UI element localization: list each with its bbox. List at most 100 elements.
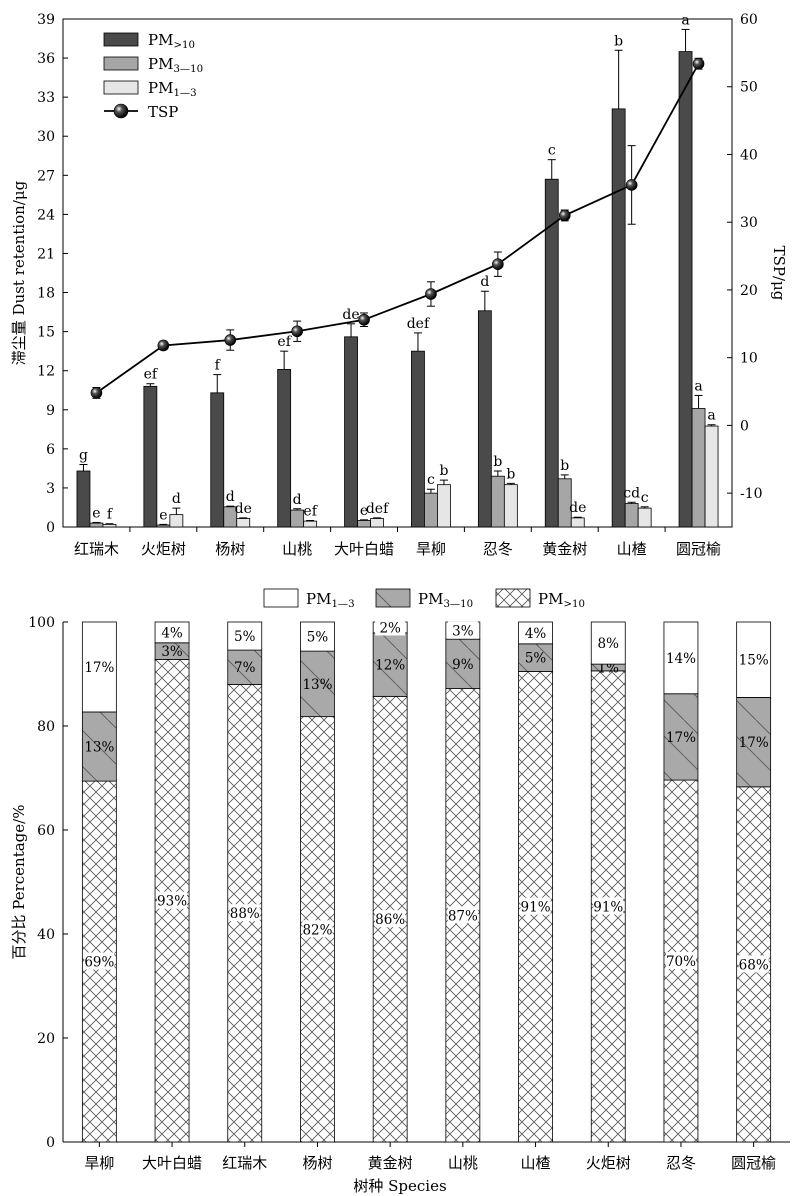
legend-label: TSP [148,103,178,121]
tsp-point [558,209,571,222]
significance-letter: b [560,458,569,474]
significance-letter: c [641,490,649,506]
significance-letter: cd [623,485,640,501]
y-tick-label: 0 [46,520,55,536]
percent-label: 3% [452,624,474,640]
label-bg [520,623,551,641]
significance-letter: ef [303,503,318,519]
tsp-point [358,313,370,326]
bar-0 [611,108,626,528]
y2-tick-label: 50 [740,80,758,96]
y2-tick-label: 30 [740,215,758,231]
y-tick-label: 100 [28,615,55,631]
percent-label: 3% [161,644,183,660]
percent-label: 68% [739,957,769,973]
y-tick-label: 18 [37,286,55,302]
bar-1 [89,522,104,528]
percent-label: 15% [739,653,769,669]
legend-swatch [375,588,411,608]
significance-letter: e [92,505,100,521]
x-tick-label: 火炬树 [141,540,186,558]
label-bg [302,920,333,938]
percent-label: 86% [375,912,405,928]
bar-1 [424,492,438,528]
percent-label: 13% [302,677,332,693]
bar-1 [490,475,505,528]
percent-label: 82% [302,922,332,938]
label-bg [447,906,478,924]
label-bg [84,657,115,675]
percent-label: 93% [157,894,187,910]
x-tick-label: 黄金树 [368,1154,413,1172]
label-bg [520,897,551,915]
significance-letter: e [360,503,368,519]
bar-2 [637,507,652,528]
significance-letter: b [439,463,448,479]
y-tick-label: 0 [46,1135,55,1151]
y2-tick-label: 0 [740,418,749,434]
significance-letter: de [235,501,252,517]
significance-letter: g [79,447,88,463]
significance-letter: c [548,143,556,159]
y-tick-label: 60 [37,823,55,839]
percent-label: 13% [84,740,114,756]
percent-label: 69% [84,955,114,971]
percent-label: 9% [452,657,474,673]
bar-0 [544,178,559,528]
bar-0 [678,51,693,528]
bar-2 [503,484,518,528]
percent-label: 7% [234,660,256,676]
percent-label: 91% [593,899,623,915]
legend-label: PM3—10 [148,55,203,75]
percent-label: 8% [598,636,620,652]
bar-0 [277,368,292,528]
significance-letter: b [506,466,515,482]
bar-1 [357,520,371,528]
x-tick-label: 火炬树 [586,1154,631,1172]
significance-letter: d [226,489,235,505]
tsp-point [625,179,638,191]
tsp-line [95,63,700,394]
x-tick-label: 旱柳 [84,1154,114,1172]
percent-label: 14% [666,651,696,667]
significance-letter: c [427,472,435,488]
label-bg [665,648,696,666]
y-tick-label: 3 [46,481,55,497]
percent-label: 5% [525,651,547,667]
bar-2 [570,517,585,528]
percent-label: 2% [379,620,401,636]
bar-0 [76,470,91,528]
percent-label: 12% [375,658,405,674]
percent-label: 5% [234,629,256,645]
significance-letter: def [407,316,431,332]
legend-label: PM3—10 [418,590,473,610]
x-axis-label: 树种 Species [353,1177,446,1195]
y2-tick-label: 20 [740,283,758,299]
bar-0 [344,336,358,528]
x-tick-label: 大叶白蜡 [142,1154,202,1172]
y-tick-label: 12 [37,364,55,380]
bar-1 [691,408,706,528]
bar-2 [370,518,384,528]
bar-2 [102,523,117,528]
x-tick-label: 杨树 [215,540,245,558]
stack-segment-1 [518,643,553,672]
significance-letter: a [681,12,689,28]
tsp-point [492,258,504,270]
x-tick-label: 红瑞木 [222,1154,267,1172]
bar-2 [303,520,318,528]
percent-label: 70% [666,954,696,970]
x-tick-label: 山楂 [521,1154,551,1172]
y-tick-label: 9 [46,403,55,419]
legend-swatch [263,588,299,608]
percent-label: 4% [161,625,183,641]
significance-letter: f [215,358,222,374]
label-bg [738,955,769,973]
bar-2 [437,484,451,528]
y2-tick-label: -10 [740,486,763,502]
y2-tick-label: 40 [740,147,758,163]
legend-swatch [495,588,531,608]
legend-swatch [103,32,139,47]
label-bg [447,621,478,639]
